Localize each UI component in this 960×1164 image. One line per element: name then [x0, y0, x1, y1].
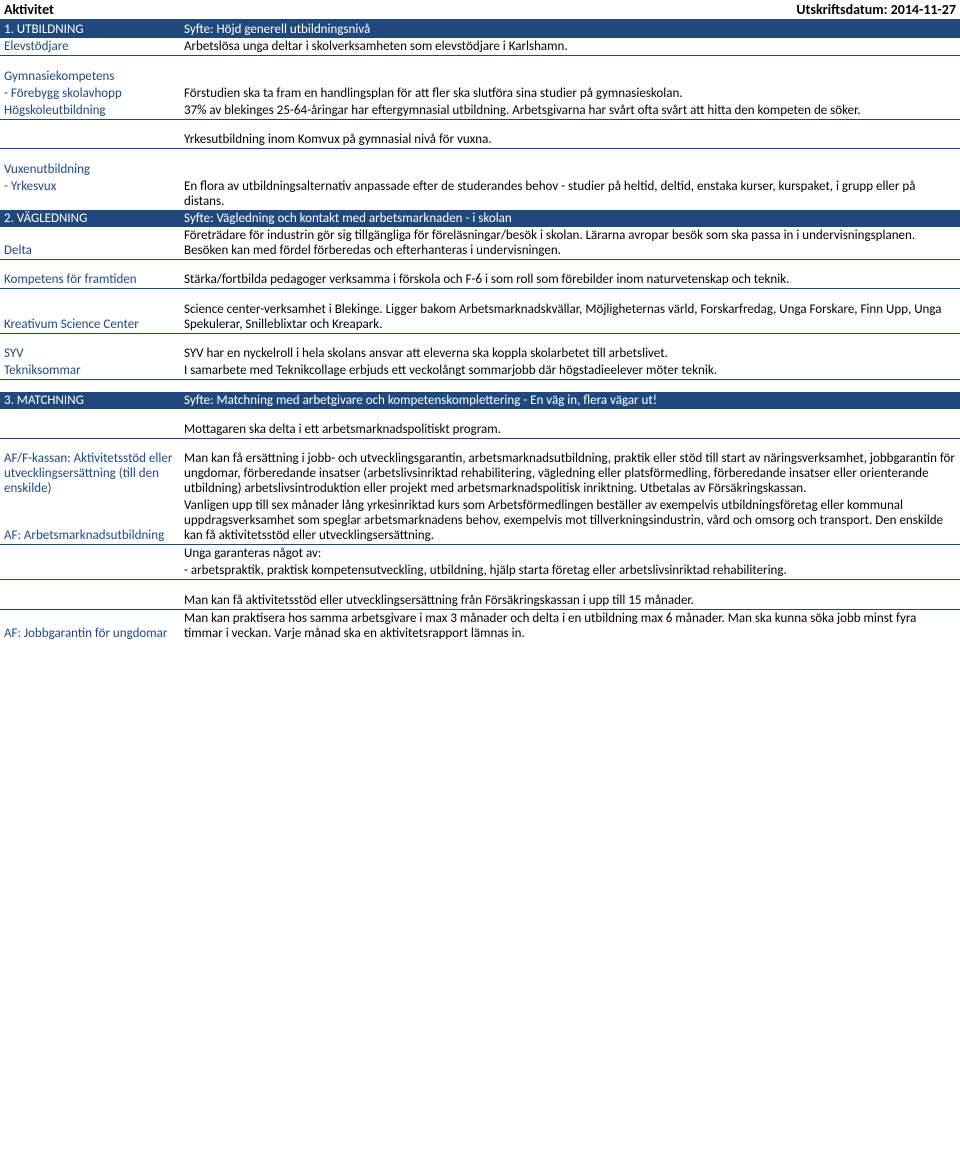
row-desc: Mottagaren ska delta i ett arbetsmarknad…	[180, 421, 960, 439]
section-1-desc: Syfte: Höjd generell utbildningsnivå	[180, 20, 960, 38]
row-label: AF/F-kassan: Aktivitetsstöd eller utveck…	[0, 450, 180, 497]
row-label: AF: Arbetsmarknadsutbildning	[0, 497, 180, 545]
row-desc: I samarbete med Teknikcollage erbjuds et…	[180, 362, 960, 380]
row-desc: En flora av utbildningsalternativ anpass…	[180, 178, 960, 210]
row-desc: Företrädare för industrin gör sig tillgä…	[180, 227, 960, 260]
spacer	[0, 259, 960, 271]
document-table: Aktivitet Utskriftsdatum: 2014-11-27 1. …	[0, 0, 960, 642]
spacer	[0, 289, 960, 301]
row-desc: - arbetspraktik, praktisk kompetensutvec…	[180, 562, 960, 580]
table-row: Elevstödjare Arbetslösa unga deltar i sk…	[0, 38, 960, 56]
table-row: Yrkesutbildning inom Komvux på gymnasial…	[0, 131, 960, 149]
row-desc: SYV har en nyckelroll i hela skolans ans…	[180, 345, 960, 362]
row-label: Vuxenutbildning	[0, 161, 180, 178]
table-row: - arbetspraktik, praktisk kompetensutvec…	[0, 562, 960, 580]
header-right: Utskriftsdatum: 2014-11-27	[180, 0, 960, 20]
row-label: AF: Jobbgarantin för ungdomar	[0, 609, 180, 642]
table-row: Kompetens för framtiden Stärka/fortbilda…	[0, 271, 960, 289]
spacer	[0, 409, 960, 421]
section-3-row: 3. MATCHNING Syfte: Matchning med arbetg…	[0, 392, 960, 409]
spacer	[0, 380, 960, 392]
spacer	[0, 333, 960, 345]
header-row: Aktivitet Utskriftsdatum: 2014-11-27	[0, 0, 960, 20]
table-row: - Förebygg skolavhopp Förstudien ska ta …	[0, 85, 960, 102]
table-row: Vuxenutbildning	[0, 161, 960, 178]
row-desc: Man kan få ersättning i jobb- och utveck…	[180, 450, 960, 497]
row-label: Elevstödjare	[0, 38, 180, 56]
row-desc: Science center-verksamhet i Blekinge. Li…	[180, 301, 960, 334]
section-3-desc: Syfte: Matchning med arbetgivare och kom…	[180, 392, 960, 409]
row-desc: Unga garanteras något av:	[180, 545, 960, 563]
table-row: Gymnasiekompetens	[0, 68, 960, 85]
row-desc: Arbetslösa unga deltar i skolverksamhete…	[180, 38, 960, 56]
table-row: AF: Jobbgarantin för ungdomar Man kan pr…	[0, 609, 960, 642]
table-row: SYV SYV har en nyckelroll i hela skolans…	[0, 345, 960, 362]
header-left: Aktivitet	[0, 0, 180, 20]
table-row: AF/F-kassan: Aktivitetsstöd eller utveck…	[0, 450, 960, 497]
row-desc: Yrkesutbildning inom Komvux på gymnasial…	[180, 131, 960, 149]
row-label: Tekniksommar	[0, 362, 180, 380]
row-desc: Vanligen upp till sex månader lång yrkes…	[180, 497, 960, 545]
spacer	[0, 580, 960, 592]
row-label: - Yrkesvux	[0, 178, 180, 210]
section-2-desc: Syfte: Vägledning och kontakt med arbets…	[180, 210, 960, 227]
row-desc: Man kan praktisera hos samma arbetsgivar…	[180, 609, 960, 642]
row-label: Delta	[0, 227, 180, 260]
table-row: Mottagaren ska delta i ett arbetsmarknad…	[0, 421, 960, 439]
row-desc: Stärka/fortbilda pedagoger verksamma i f…	[180, 271, 960, 289]
row-label: - Förebygg skolavhopp	[0, 85, 180, 102]
table-row: Kreativum Science Center Science center-…	[0, 301, 960, 334]
table-row: Delta Företrädare för industrin gör sig …	[0, 227, 960, 260]
row-label: Högskoleutbildning	[0, 102, 180, 120]
spacer	[0, 56, 960, 68]
row-desc: Förstudien ska ta fram en handlingsplan …	[180, 85, 960, 102]
table-row: Man kan få aktivitetsstöd eller utveckli…	[0, 592, 960, 610]
table-row: Tekniksommar I samarbete med Teknikcolla…	[0, 362, 960, 380]
table-row: - Yrkesvux En flora av utbildningsaltern…	[0, 178, 960, 210]
row-label: SYV	[0, 345, 180, 362]
row-label: Kreativum Science Center	[0, 301, 180, 334]
section-1-row: 1. UTBILDNING Syfte: Höjd generell utbil…	[0, 20, 960, 38]
section-3-label: 3. MATCHNING	[0, 392, 180, 409]
table-row: Unga garanteras något av:	[0, 545, 960, 563]
section-2-row: 2. VÄGLEDNING Syfte: Vägledning och kont…	[0, 210, 960, 227]
spacer	[0, 119, 960, 131]
section-2-label: 2. VÄGLEDNING	[0, 210, 180, 227]
spacer	[0, 149, 960, 161]
table-row: AF: Arbetsmarknadsutbildning Vanligen up…	[0, 497, 960, 545]
section-1-label: 1. UTBILDNING	[0, 20, 180, 38]
row-desc: Man kan få aktivitetsstöd eller utveckli…	[180, 592, 960, 610]
row-desc: 37% av blekinges 25-64-åringar har efter…	[180, 102, 960, 120]
row-label: Gymnasiekompetens	[0, 68, 180, 85]
table-row: Högskoleutbildning 37% av blekinges 25-6…	[0, 102, 960, 120]
row-label: Kompetens för framtiden	[0, 271, 180, 289]
spacer	[0, 438, 960, 450]
